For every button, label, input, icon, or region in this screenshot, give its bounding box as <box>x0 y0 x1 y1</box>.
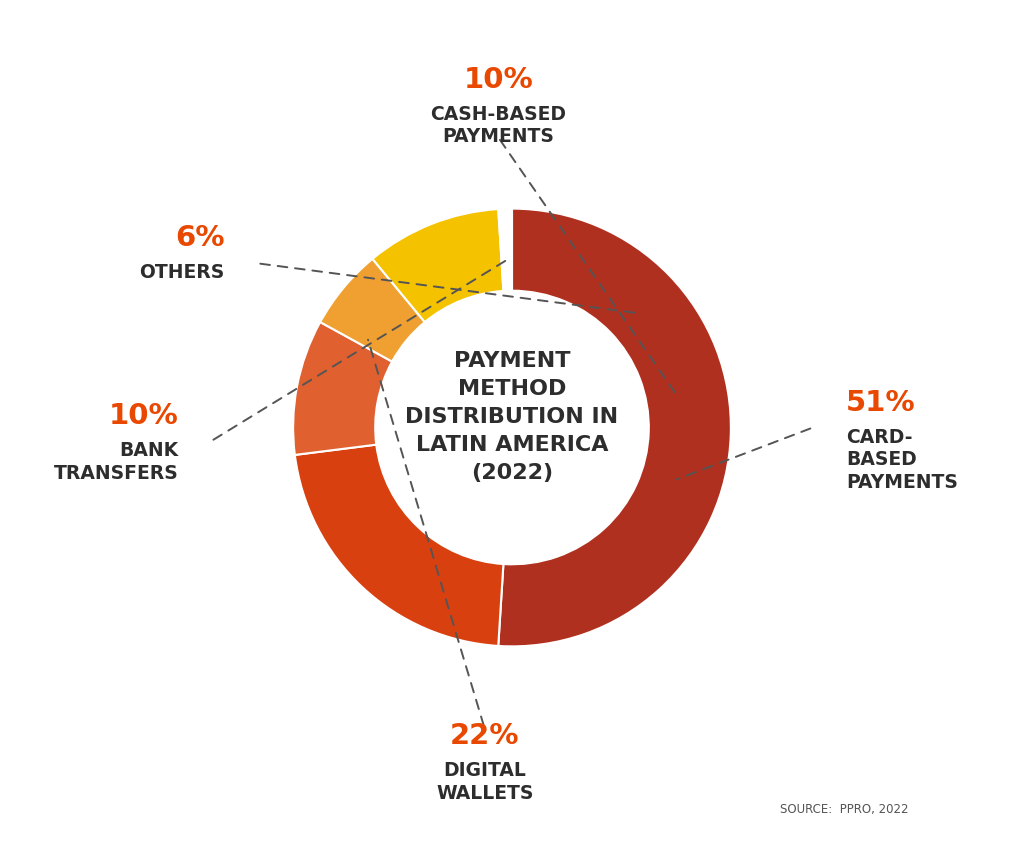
Wedge shape <box>373 209 504 322</box>
Wedge shape <box>295 445 504 646</box>
Text: 6%: 6% <box>175 224 224 252</box>
Text: 10%: 10% <box>464 66 534 94</box>
Text: OTHERS: OTHERS <box>139 263 224 282</box>
Wedge shape <box>293 322 392 455</box>
Text: SOURCE:  PPRO, 2022: SOURCE: PPRO, 2022 <box>780 803 908 816</box>
Text: DIGITAL
WALLETS: DIGITAL WALLETS <box>436 761 534 803</box>
Text: 22%: 22% <box>450 722 519 751</box>
Text: 51%: 51% <box>846 388 915 416</box>
Text: CASH-BASED
PAYMENTS: CASH-BASED PAYMENTS <box>430 104 566 146</box>
Wedge shape <box>321 259 425 362</box>
Wedge shape <box>499 209 512 291</box>
Text: PAYMENT
METHOD
DISTRIBUTION IN
LATIN AMERICA
(2022): PAYMENT METHOD DISTRIBUTION IN LATIN AME… <box>406 351 618 482</box>
Wedge shape <box>499 209 731 646</box>
Text: CARD-
BASED
PAYMENTS: CARD- BASED PAYMENTS <box>846 428 957 492</box>
Text: BANK
TRANSFERS: BANK TRANSFERS <box>53 441 178 483</box>
Text: 10%: 10% <box>109 402 178 430</box>
